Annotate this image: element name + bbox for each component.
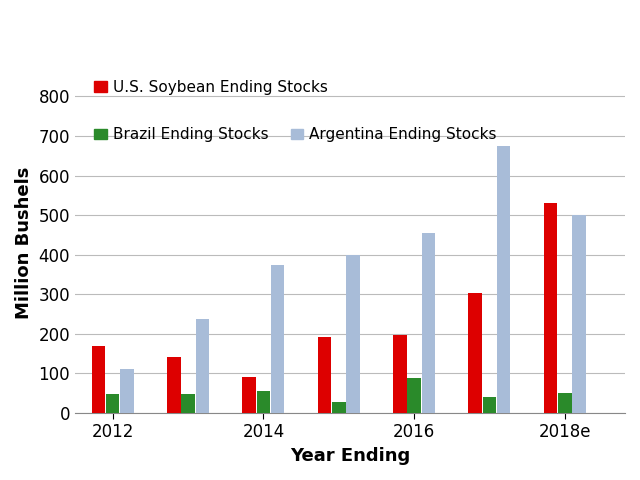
Bar [106,395,120,413]
Bar [468,293,482,413]
Bar [257,391,270,413]
Bar [243,377,256,413]
Bar [332,402,346,413]
Bar [167,357,180,413]
Bar [346,255,360,413]
Bar [543,203,557,413]
Bar [558,393,572,413]
Bar [407,378,421,413]
Bar [422,233,435,413]
Bar [120,370,134,413]
Y-axis label: Million Bushels: Million Bushels [15,167,33,319]
Legend: U.S. Soybean Ending Stocks: U.S. Soybean Ending Stocks [88,73,333,101]
Bar [196,319,209,413]
X-axis label: Year Ending: Year Ending [290,447,410,465]
Bar [393,335,406,413]
Bar [181,395,195,413]
Bar [317,337,331,413]
Bar [271,264,284,413]
Bar [92,346,105,413]
Bar [483,397,496,413]
Bar [497,146,511,413]
Bar [572,215,586,413]
